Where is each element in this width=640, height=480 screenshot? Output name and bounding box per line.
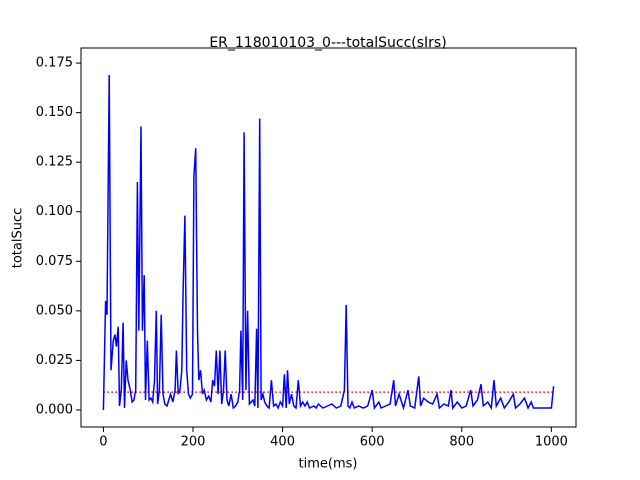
chart-title: ER_118010103_0---totalSucc(sIrs) [209,35,446,51]
x-tick-label: 600 [360,435,385,450]
x-tick-label: 400 [270,435,295,450]
y-tick-label: 0.000 [36,402,73,417]
x-tick-label: 800 [449,435,474,450]
x-tick-label: 200 [181,435,206,450]
y-tick-label: 0.075 [36,254,73,269]
y-tick-label: 0.125 [36,155,73,170]
y-axis-label: totalSucc [11,208,26,269]
data-line [102,74,555,411]
y-tick-label: 0.175 [36,56,73,71]
x-tick-label: 0 [99,435,107,450]
y-tick-label: 0.050 [36,303,73,318]
y-tick-label: 0.100 [36,204,73,219]
y-tick-label: 0.150 [36,105,73,120]
x-axis-label: time(ms) [299,457,358,472]
plot-frame [80,47,577,428]
x-tick-label: 1000 [535,435,568,450]
y-tick-label: 0.025 [36,353,73,368]
